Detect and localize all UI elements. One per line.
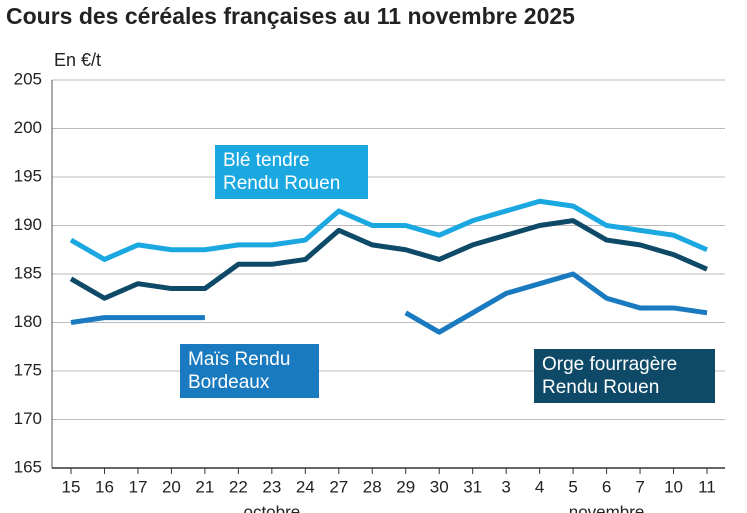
y-tick-label: 200 (14, 118, 42, 137)
y-axis-label: En €/t (54, 50, 101, 70)
y-tick-label: 165 (14, 457, 42, 476)
x-tick-label: 10 (664, 477, 683, 496)
x-tick-label: 27 (329, 477, 348, 496)
series-label: Maïs Rendu Bordeaux (180, 344, 319, 398)
x-tick-label: 4 (535, 477, 544, 496)
x-tick-label: 3 (501, 477, 510, 496)
x-group-label: octobre (243, 502, 300, 513)
chart-title: Cours des céréales françaises au 11 nove… (6, 3, 575, 29)
x-tick-label: 29 (396, 477, 415, 496)
x-tick-label: 23 (262, 477, 281, 496)
x-tick-label: 21 (195, 477, 214, 496)
x-tick-label: 20 (162, 477, 181, 496)
x-tick-label: 24 (296, 477, 315, 496)
x-tick-label: 15 (62, 477, 81, 496)
series-label: Orge fourragère Rendu Rouen (534, 349, 715, 403)
x-tick-label: 5 (568, 477, 577, 496)
series-line (70, 271, 708, 335)
x-tick-label: 16 (95, 477, 114, 496)
x-tick-label: 31 (463, 477, 482, 496)
x-tick-label: 30 (430, 477, 449, 496)
y-tick-label: 195 (14, 166, 42, 185)
series-label: Blé tendre Rendu Rouen (215, 145, 368, 199)
x-tick-label: 6 (602, 477, 611, 496)
series-line (69, 198, 708, 262)
series-line (69, 218, 708, 301)
y-tick-label: 205 (14, 69, 42, 88)
x-tick-label: 7 (635, 477, 644, 496)
y-tick-label: 175 (14, 360, 42, 379)
x-group-label: novembre (569, 502, 645, 513)
x-tick-label: 17 (128, 477, 147, 496)
x-tick-label: 11 (698, 477, 716, 496)
x-tick-label: 22 (229, 477, 248, 496)
y-tick-label: 170 (14, 409, 42, 428)
y-tick-label: 185 (14, 263, 42, 282)
y-tick-label: 180 (14, 312, 42, 331)
x-tick-label: 28 (363, 477, 382, 496)
y-tick-label: 190 (14, 215, 42, 234)
